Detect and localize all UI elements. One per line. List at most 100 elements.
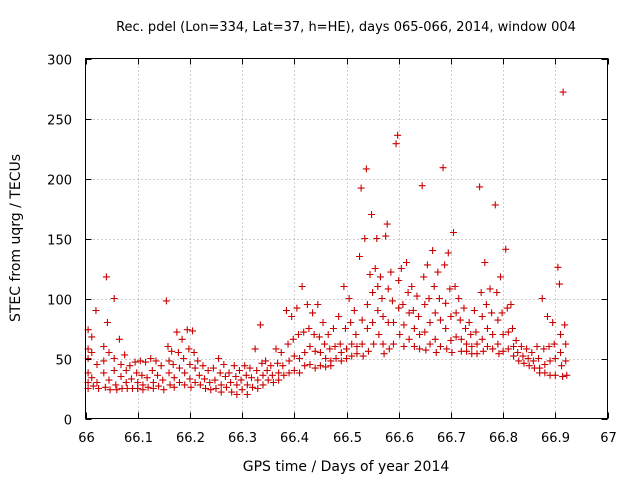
data-point bbox=[215, 355, 223, 362]
data-point bbox=[233, 391, 241, 398]
data-point bbox=[541, 361, 549, 368]
data-point bbox=[168, 347, 176, 355]
data-point bbox=[557, 349, 565, 356]
data-point bbox=[127, 375, 135, 383]
data-point bbox=[178, 335, 186, 343]
data-point bbox=[374, 283, 382, 290]
data-point bbox=[493, 289, 501, 296]
data-point bbox=[282, 307, 290, 314]
data-point bbox=[246, 364, 254, 372]
data-point bbox=[95, 385, 103, 392]
data-point bbox=[387, 268, 395, 276]
data-point bbox=[447, 313, 455, 320]
data-point bbox=[465, 319, 473, 326]
data-point bbox=[545, 343, 553, 350]
data-point bbox=[303, 301, 311, 308]
data-point bbox=[404, 289, 412, 296]
data-point bbox=[189, 327, 197, 335]
data-point bbox=[225, 369, 233, 377]
data-point bbox=[254, 376, 262, 384]
data-point bbox=[259, 371, 267, 379]
data-point bbox=[528, 349, 536, 356]
data-point bbox=[457, 335, 465, 343]
data-point bbox=[275, 376, 283, 384]
y-tick-label: 200 bbox=[47, 174, 72, 189]
data-point bbox=[93, 361, 101, 368]
data-point bbox=[243, 391, 251, 398]
data-point bbox=[442, 299, 450, 307]
data-point bbox=[563, 371, 571, 379]
data-point bbox=[399, 301, 407, 308]
y-tick-label: 100 bbox=[47, 294, 72, 309]
data-point bbox=[147, 355, 155, 362]
data-point bbox=[300, 328, 308, 336]
data-point bbox=[543, 313, 551, 320]
data-point bbox=[348, 340, 356, 348]
data-point bbox=[100, 357, 108, 365]
data-point bbox=[186, 361, 194, 368]
data-point bbox=[242, 371, 250, 379]
data-point bbox=[476, 183, 484, 191]
data-point bbox=[134, 385, 142, 392]
data-point bbox=[162, 297, 170, 305]
data-point bbox=[165, 369, 173, 377]
data-point bbox=[337, 349, 345, 356]
data-point bbox=[268, 371, 276, 379]
data-point bbox=[491, 201, 499, 209]
data-point bbox=[358, 316, 366, 324]
data-point bbox=[413, 292, 421, 300]
data-point bbox=[379, 313, 387, 320]
data-point bbox=[343, 355, 350, 362]
x-axis-label: GPS time / Days of year 2014 bbox=[243, 459, 450, 475]
data-point bbox=[389, 319, 397, 326]
data-point bbox=[106, 386, 114, 394]
data-point bbox=[170, 374, 178, 382]
data-point bbox=[357, 184, 365, 192]
data-point bbox=[201, 375, 209, 383]
data-point bbox=[561, 321, 569, 329]
data-point bbox=[557, 331, 565, 338]
data-point bbox=[541, 369, 549, 377]
y-tick-label: 250 bbox=[47, 114, 72, 129]
data-point bbox=[134, 379, 142, 386]
data-point bbox=[436, 343, 444, 350]
data-point bbox=[496, 273, 504, 281]
data-point bbox=[306, 361, 314, 368]
data-point bbox=[152, 357, 160, 365]
data-point bbox=[100, 343, 108, 350]
data-point bbox=[319, 319, 327, 326]
data-point bbox=[254, 385, 262, 392]
data-point bbox=[432, 349, 440, 356]
data-point bbox=[368, 211, 376, 218]
data-point bbox=[230, 362, 238, 370]
data-point bbox=[149, 385, 157, 392]
data-point bbox=[451, 283, 459, 290]
data-point bbox=[507, 301, 515, 308]
data-point bbox=[148, 367, 156, 374]
data-point bbox=[221, 373, 229, 380]
data-point bbox=[311, 364, 319, 372]
data-point bbox=[499, 331, 507, 338]
data-point bbox=[478, 335, 486, 343]
data-point bbox=[222, 383, 230, 391]
data-point bbox=[375, 331, 383, 338]
data-point bbox=[364, 347, 372, 355]
data-point bbox=[322, 355, 330, 362]
data-point bbox=[122, 367, 130, 374]
data-point bbox=[435, 295, 443, 302]
data-point bbox=[296, 369, 304, 377]
data-point bbox=[126, 362, 134, 370]
data-point bbox=[315, 333, 323, 341]
data-point bbox=[423, 261, 431, 269]
data-point bbox=[88, 333, 96, 341]
x-tick-label: 66.3 bbox=[228, 431, 257, 446]
data-point bbox=[446, 285, 454, 293]
data-point bbox=[272, 345, 280, 353]
data-point bbox=[121, 351, 129, 359]
data-point bbox=[436, 316, 444, 324]
data-point bbox=[331, 343, 339, 350]
data-point bbox=[220, 361, 228, 368]
data-point bbox=[217, 381, 225, 389]
data-point bbox=[434, 268, 442, 276]
data-point bbox=[139, 386, 147, 394]
